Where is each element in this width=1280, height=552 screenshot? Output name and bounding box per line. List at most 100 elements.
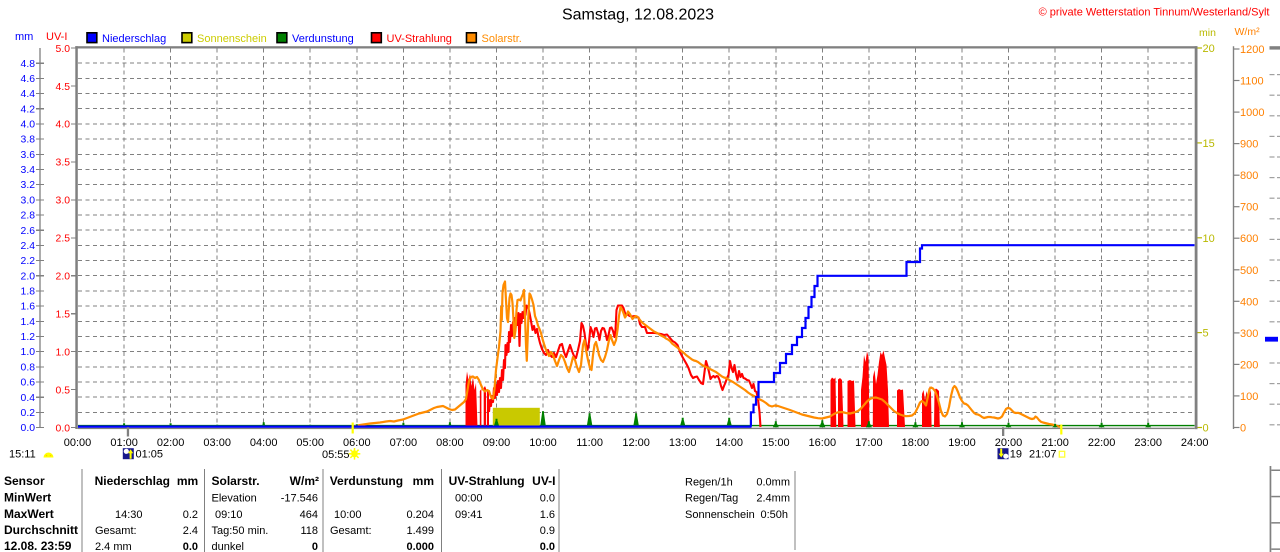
- svg-text:100: 100: [1240, 391, 1258, 403]
- svg-text:-17.546: -17.546: [281, 493, 318, 505]
- svg-text:0.4: 0.4: [21, 393, 36, 404]
- svg-text:2.4mm: 2.4mm: [756, 493, 790, 505]
- svg-text:10: 10: [1203, 233, 1215, 245]
- svg-text:0.2: 0.2: [21, 408, 36, 419]
- svg-text:0: 0: [1240, 423, 1246, 435]
- svg-text:min: min: [1199, 27, 1216, 39]
- svg-text:21:07: 21:07: [1029, 449, 1057, 461]
- svg-text:4.5: 4.5: [56, 82, 71, 93]
- svg-text:3.0: 3.0: [21, 195, 36, 206]
- svg-text:W/m²: W/m²: [1235, 26, 1261, 38]
- svg-text:Gesamt:: Gesamt:: [95, 525, 137, 537]
- svg-text:4.0: 4.0: [56, 120, 71, 131]
- svg-text:02:00: 02:00: [157, 437, 185, 449]
- svg-text:118: 118: [300, 525, 318, 537]
- svg-text:03:00: 03:00: [203, 437, 231, 449]
- svg-text:1.5: 1.5: [56, 310, 71, 321]
- svg-text:1.8: 1.8: [21, 287, 36, 298]
- svg-text:01:05: 01:05: [136, 449, 164, 461]
- svg-text:Niederschlag: Niederschlag: [102, 33, 166, 45]
- svg-text:UV-I: UV-I: [46, 31, 67, 43]
- svg-text:05:00: 05:00: [296, 437, 324, 449]
- svg-text:21:00: 21:00: [1041, 437, 1069, 449]
- svg-text:0:50h: 0:50h: [760, 509, 788, 521]
- svg-text:0.0mm: 0.0mm: [756, 477, 790, 489]
- svg-text:Tag:50 min.: Tag:50 min.: [212, 525, 269, 537]
- svg-text:dunkel: dunkel: [212, 541, 244, 552]
- svg-text:1000: 1000: [1240, 107, 1264, 119]
- svg-text:1.4: 1.4: [21, 317, 36, 328]
- svg-text:2.2: 2.2: [21, 256, 36, 267]
- svg-text:3.2: 3.2: [21, 180, 36, 191]
- svg-text:4.4: 4.4: [21, 89, 36, 100]
- svg-text:500: 500: [1240, 265, 1258, 277]
- svg-text:2.5: 2.5: [56, 234, 71, 245]
- svg-text:12.08. 23:59: 12.08. 23:59: [4, 539, 72, 552]
- svg-text:700: 700: [1240, 202, 1258, 214]
- svg-text:Solarstr.: Solarstr.: [212, 474, 260, 488]
- svg-text:1.0: 1.0: [56, 347, 71, 358]
- svg-text:20:00: 20:00: [995, 437, 1023, 449]
- svg-text:16:00: 16:00: [809, 437, 837, 449]
- svg-text:0.8: 0.8: [21, 362, 36, 373]
- svg-text:Elevation: Elevation: [212, 493, 257, 505]
- svg-text:11:00: 11:00: [576, 437, 603, 449]
- svg-text:4.0: 4.0: [21, 120, 36, 131]
- svg-text:Gesamt:: Gesamt:: [330, 525, 372, 537]
- svg-text:© private Wetterstation Tinnum: © private Wetterstation Tinnum/Westerlan…: [1039, 7, 1270, 19]
- svg-text:20: 20: [1203, 43, 1215, 55]
- svg-text:0.0: 0.0: [540, 541, 555, 552]
- svg-text:300: 300: [1240, 328, 1258, 340]
- svg-text:Sonnenschein: Sonnenschein: [197, 33, 267, 45]
- svg-text:Solarstr.: Solarstr.: [482, 33, 522, 45]
- svg-text:5.0: 5.0: [56, 44, 71, 55]
- svg-text:2.4: 2.4: [21, 241, 36, 252]
- svg-text:2.4: 2.4: [183, 525, 198, 537]
- svg-text:400: 400: [1240, 296, 1258, 308]
- svg-text:05:55: 05:55: [322, 449, 350, 461]
- svg-text:14:30: 14:30: [115, 509, 143, 521]
- svg-text:13:00: 13:00: [669, 437, 697, 449]
- svg-text:Regen/Tag: Regen/Tag: [685, 493, 738, 505]
- svg-text:0.9: 0.9: [540, 525, 555, 537]
- svg-text:2.4 mm: 2.4 mm: [95, 541, 132, 552]
- svg-text:1200: 1200: [1240, 44, 1264, 56]
- svg-text:2.8: 2.8: [21, 211, 36, 222]
- svg-text:0.0: 0.0: [183, 541, 198, 552]
- svg-text:800: 800: [1240, 170, 1258, 182]
- svg-text:15:00: 15:00: [762, 437, 790, 449]
- svg-text:MinWert: MinWert: [4, 491, 51, 505]
- svg-text:mm: mm: [15, 31, 33, 43]
- svg-text:00:00: 00:00: [64, 437, 92, 449]
- svg-text:07:00: 07:00: [390, 437, 418, 449]
- svg-text:Verdunstung: Verdunstung: [330, 474, 403, 488]
- svg-text:0: 0: [1203, 423, 1209, 435]
- svg-text:464: 464: [300, 509, 318, 521]
- svg-text:0: 0: [312, 541, 318, 552]
- svg-text:0.0: 0.0: [540, 493, 555, 505]
- svg-text:10:00: 10:00: [334, 509, 362, 521]
- svg-text:900: 900: [1240, 139, 1258, 151]
- svg-text:10:00: 10:00: [529, 437, 557, 449]
- svg-text:0.0: 0.0: [21, 423, 36, 434]
- svg-text:24:00: 24:00: [1181, 437, 1209, 449]
- svg-text:06:00: 06:00: [343, 437, 371, 449]
- svg-text:UV-I: UV-I: [532, 474, 555, 488]
- svg-text:Sonnenschein: Sonnenschein: [685, 509, 755, 521]
- svg-text:3.4: 3.4: [21, 165, 36, 176]
- svg-text:Verdunstung: Verdunstung: [292, 33, 354, 45]
- svg-text:19: 19: [1010, 449, 1022, 461]
- svg-text:W/m²: W/m²: [290, 474, 319, 488]
- svg-text:2.0: 2.0: [21, 271, 36, 282]
- svg-text:0.2: 0.2: [183, 509, 198, 521]
- svg-text:12:00: 12:00: [622, 437, 650, 449]
- svg-text:19:00: 19:00: [948, 437, 976, 449]
- svg-text:1100: 1100: [1240, 76, 1264, 88]
- svg-text:17:00: 17:00: [855, 437, 883, 449]
- svg-text:09:00: 09:00: [483, 437, 511, 449]
- svg-text:1.499: 1.499: [406, 525, 434, 537]
- svg-text:3.5: 3.5: [56, 158, 71, 169]
- svg-text:0.000: 0.000: [406, 541, 434, 552]
- svg-text:1.6: 1.6: [540, 509, 555, 521]
- svg-text:Durchschnitt: Durchschnitt: [4, 523, 78, 537]
